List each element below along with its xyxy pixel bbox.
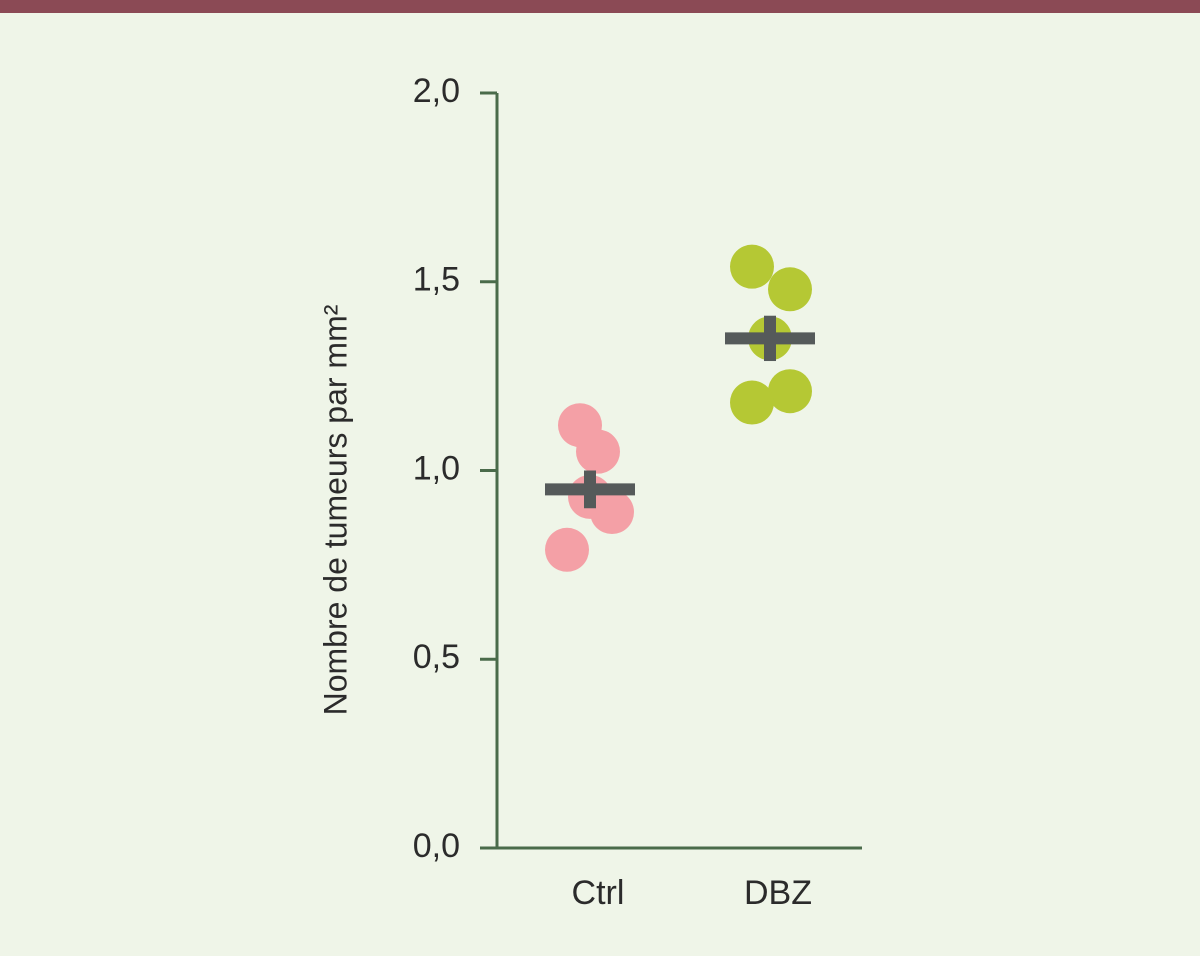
y-tick-label: 1,5 [413, 261, 460, 299]
error-bar [584, 470, 596, 509]
y-axis-label: Nombre de tumeurs par mm² [317, 304, 353, 715]
data-point [730, 244, 774, 289]
data-point [590, 490, 634, 535]
data-point [730, 380, 774, 425]
error-bar [764, 315, 776, 362]
x-tick-label: Ctrl [572, 874, 625, 912]
x-tick-label: DBZ [744, 874, 812, 912]
data-point [768, 267, 812, 312]
y-tick-label: 2,0 [413, 72, 460, 110]
data-point [576, 429, 620, 474]
y-tick-label: 0,0 [413, 827, 460, 865]
data-point [545, 527, 589, 572]
data-point [768, 369, 812, 414]
y-tick-label: 0,5 [413, 638, 460, 676]
top-band [0, 0, 1200, 13]
y-tick-label: 1,0 [413, 449, 460, 487]
